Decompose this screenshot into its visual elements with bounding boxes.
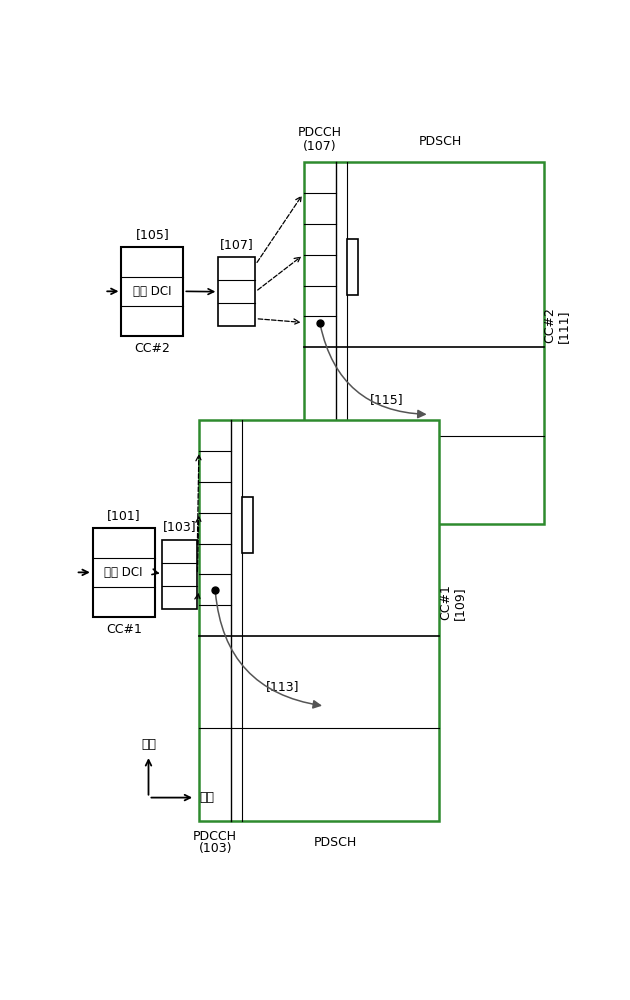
Bar (243, 497, 253, 553)
Text: [109]: [109] (453, 587, 466, 620)
Bar (199, 420, 439, 821)
Text: [103]: [103] (163, 520, 197, 533)
Text: [107]: [107] (220, 238, 254, 251)
FancyArrowPatch shape (215, 592, 321, 708)
Text: 时间: 时间 (199, 791, 214, 804)
Text: [101]: [101] (107, 509, 140, 522)
Text: 正常 DCI: 正常 DCI (105, 566, 143, 579)
Text: 正常 DCI: 正常 DCI (133, 285, 171, 298)
Text: (107): (107) (303, 140, 336, 153)
Bar (304, 162, 544, 524)
Bar (163, 540, 197, 609)
Bar (347, 239, 358, 295)
Text: [115]: [115] (370, 393, 404, 406)
Text: PDCCH: PDCCH (193, 830, 237, 843)
Text: 频率: 频率 (141, 738, 156, 751)
Text: PDSCH: PDSCH (314, 836, 357, 849)
Text: [113]: [113] (265, 680, 299, 693)
Text: CC#1: CC#1 (106, 623, 142, 636)
Text: [111]: [111] (558, 310, 570, 343)
Bar (122, 247, 183, 336)
Text: CC#2: CC#2 (544, 307, 556, 343)
Text: PDSCH: PDSCH (418, 135, 462, 148)
Text: PDCCH: PDCCH (298, 126, 341, 139)
Text: (103): (103) (198, 842, 232, 855)
Text: [105]: [105] (135, 228, 169, 241)
FancyArrowPatch shape (320, 325, 425, 418)
Text: CC#2: CC#2 (134, 342, 170, 355)
Bar (218, 257, 255, 326)
Bar (93, 528, 155, 617)
Text: CC#1: CC#1 (439, 585, 452, 620)
